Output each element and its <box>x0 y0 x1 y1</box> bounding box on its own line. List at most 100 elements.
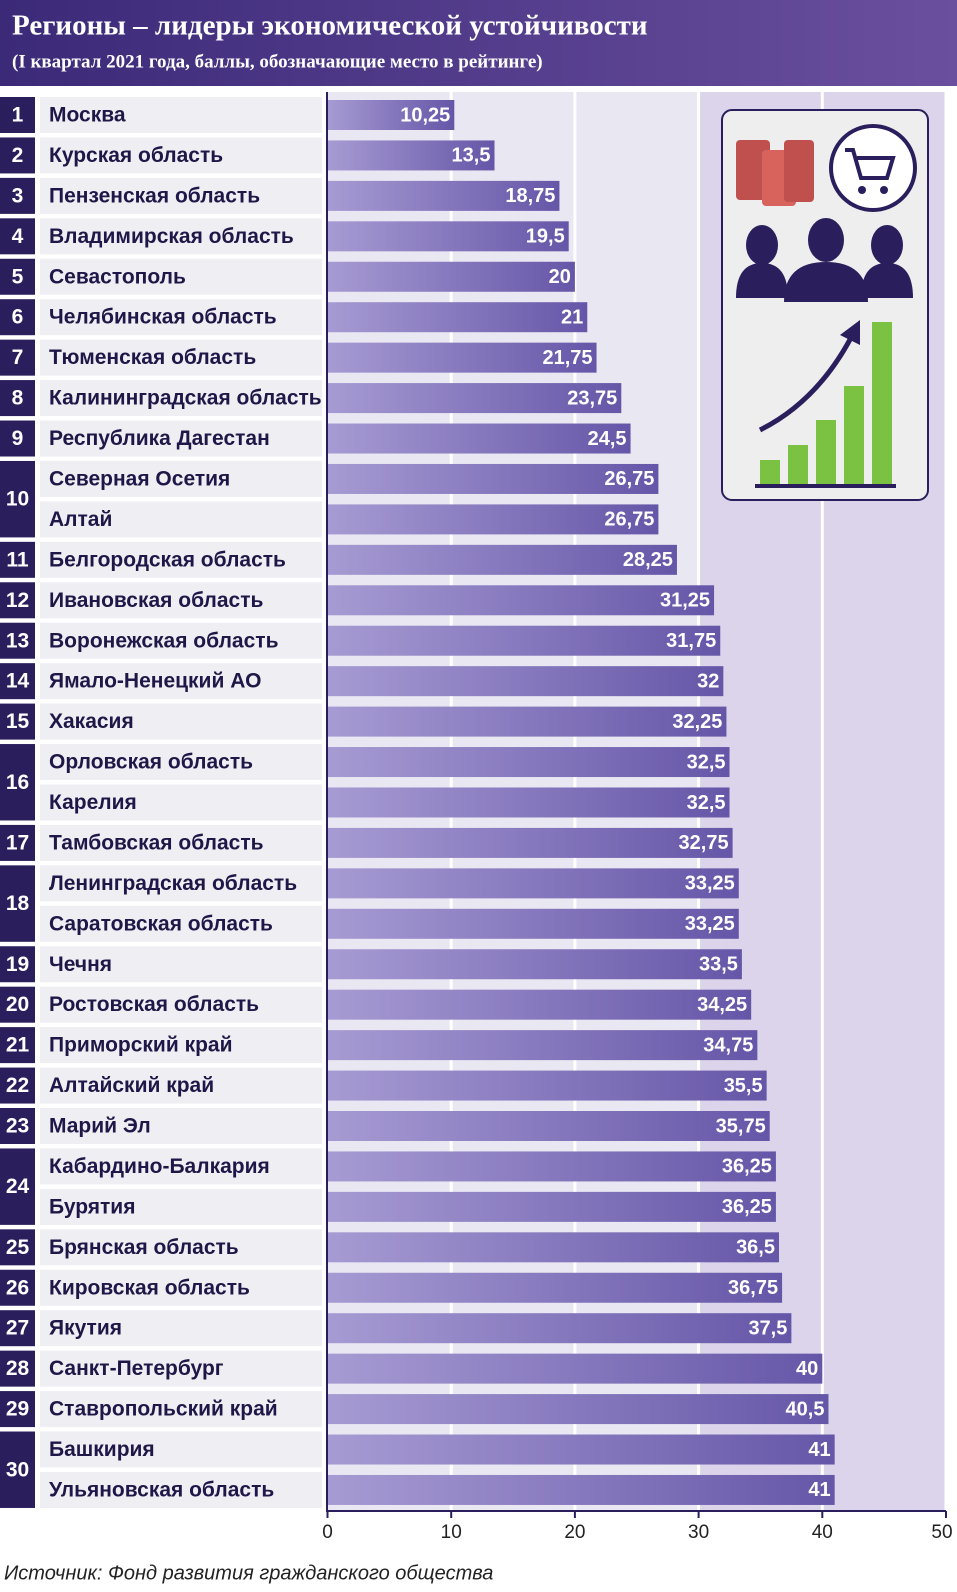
bar <box>327 463 659 494</box>
bar <box>327 302 588 333</box>
category-label: Кировская область <box>49 1276 250 1299</box>
rank-label: 7 <box>12 346 24 369</box>
bar <box>327 1474 835 1505</box>
rank-cell <box>0 1350 35 1387</box>
rank-cell <box>0 865 35 942</box>
name-cell <box>40 1350 322 1387</box>
value-label: 34,75 <box>703 1034 753 1056</box>
name-cell <box>40 744 322 781</box>
category-label: Приморский край <box>49 1034 233 1057</box>
header-band <box>0 0 957 86</box>
name-cell <box>40 703 322 740</box>
value-label: 36,75 <box>728 1277 778 1299</box>
bar <box>327 706 727 737</box>
bar <box>327 423 631 454</box>
bar <box>327 1030 758 1061</box>
value-label: 32 <box>697 670 719 692</box>
value-label: 31,75 <box>666 630 716 652</box>
rank-cell <box>0 1391 35 1428</box>
category-label: Ставропольский край <box>49 1398 278 1421</box>
name-cell <box>40 299 322 336</box>
bar <box>327 504 659 535</box>
rank-cell <box>0 541 35 578</box>
rank-label: 4 <box>12 225 24 248</box>
name-cell <box>40 97 322 133</box>
category-label: Брянская область <box>49 1236 239 1259</box>
rank-cell <box>0 137 35 174</box>
value-label: 32,75 <box>679 832 729 854</box>
rank-cell <box>0 258 35 295</box>
name-cell <box>40 1431 322 1468</box>
rank-cell <box>0 582 35 619</box>
value-label: 36,25 <box>722 1156 772 1178</box>
rank-label: 22 <box>6 1074 29 1097</box>
bar <box>327 625 721 656</box>
value-label: 40,5 <box>786 1398 825 1420</box>
name-cell <box>40 905 322 942</box>
rank-label: 11 <box>6 548 29 571</box>
name-cell <box>40 1229 322 1266</box>
category-label: Севастополь <box>49 265 186 288</box>
rank-cell <box>0 622 35 659</box>
category-label: Белгородская область <box>49 548 286 571</box>
category-label: Санкт-Петербург <box>49 1357 224 1380</box>
rank-label: 26 <box>6 1276 29 1299</box>
rank-cell <box>0 744 35 821</box>
name-cell <box>40 1108 322 1144</box>
rank-label: 16 <box>6 771 29 794</box>
category-label: Воронежская область <box>49 629 279 652</box>
category-label: Чечня <box>49 953 112 976</box>
bar <box>327 787 730 818</box>
name-cell <box>40 380 322 417</box>
value-label: 36,25 <box>722 1196 772 1218</box>
bar <box>327 544 677 575</box>
rank-label: 24 <box>6 1175 30 1198</box>
rank-cell <box>0 1027 35 1064</box>
category-label: Москва <box>49 104 126 127</box>
bar <box>327 1151 776 1182</box>
category-label: Калининградская область <box>49 387 322 410</box>
category-label: Владимирская область <box>49 225 294 248</box>
bar <box>327 1191 776 1222</box>
rank-cell <box>0 663 35 700</box>
rank-cell <box>0 824 35 861</box>
name-cell <box>40 541 322 578</box>
rank-label: 9 <box>12 427 24 450</box>
illustration <box>721 109 929 501</box>
name-cell <box>40 218 322 255</box>
name-cell <box>40 177 322 214</box>
name-cell <box>40 258 322 295</box>
value-label: 31,25 <box>660 590 710 612</box>
category-label: Ростовская область <box>49 993 259 1016</box>
rank-cell <box>0 1067 35 1104</box>
category-label: Северная Осетия <box>49 468 230 491</box>
rank-cell <box>0 1431 35 1508</box>
rank-cell <box>0 703 35 740</box>
bar <box>327 1111 770 1141</box>
rank-cell <box>0 177 35 214</box>
value-label: 36,5 <box>736 1237 775 1259</box>
name-cell <box>40 1391 322 1428</box>
name-cell <box>40 501 322 538</box>
bar <box>327 140 495 171</box>
rank-cell <box>0 1148 35 1225</box>
bar <box>327 261 575 292</box>
category-label: Саратовская область <box>49 912 273 935</box>
rank-label: 1 <box>12 104 24 127</box>
x-tick-label: 40 <box>812 1522 833 1543</box>
rank-label: 27 <box>6 1317 29 1340</box>
bar <box>327 1353 823 1384</box>
bar <box>327 747 730 778</box>
rank-label: 10 <box>6 488 29 511</box>
rank-cell <box>0 1108 35 1144</box>
name-cell <box>40 1310 322 1347</box>
category-label: Пензенская область <box>49 184 260 207</box>
category-label: Ивановская область <box>49 589 264 612</box>
name-cell <box>40 986 322 1023</box>
name-cell <box>40 824 322 861</box>
category-label: Ямало-Ненецкий АО <box>49 670 261 693</box>
value-label: 34,25 <box>697 994 747 1016</box>
category-label: Орловская область <box>49 751 253 774</box>
rank-label: 6 <box>12 306 24 329</box>
value-label: 33,25 <box>685 873 735 895</box>
